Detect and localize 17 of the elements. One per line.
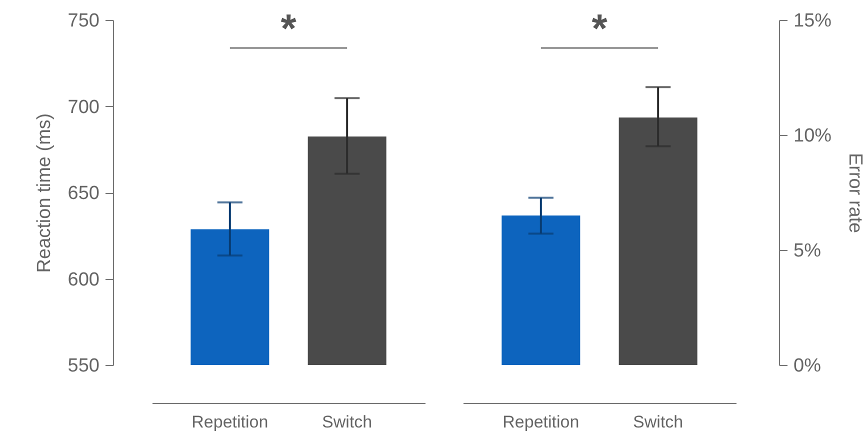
x-tick-label: Repetition <box>192 412 268 432</box>
y2-tick-label: 5% <box>794 240 822 262</box>
y2-tick-label: 0% <box>794 356 822 376</box>
annotation: * <box>592 7 608 51</box>
y-tick-label: 650 <box>68 183 100 204</box>
y2-axis-title: Error rate <box>844 152 866 234</box>
y-tick-label: 600 <box>68 269 100 290</box>
y2-tick-label: 10% <box>794 126 832 146</box>
x-tick-label: Switch <box>322 412 372 432</box>
y-axis-title: Reaction time (ms) <box>34 113 55 273</box>
x-tick-label: Repetition <box>502 412 580 432</box>
y2-tick-label: 15% <box>794 10 832 32</box>
y-tick-label: 700 <box>68 96 100 118</box>
y-tick-label: 550 <box>68 356 100 376</box>
x-tick-label: Switch <box>633 412 684 432</box>
y-tick-label: 750 <box>68 10 100 32</box>
annotation: * <box>280 7 297 51</box>
